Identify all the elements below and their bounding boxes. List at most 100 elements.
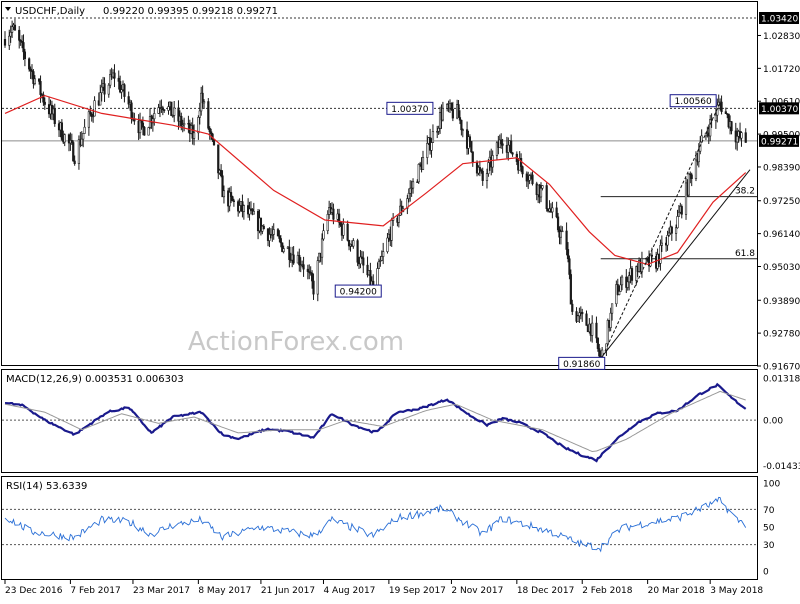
candle-body	[491, 155, 494, 168]
candle	[23, 48, 27, 67]
candle	[458, 110, 462, 125]
candle	[191, 117, 194, 145]
candle	[183, 117, 186, 132]
candle	[487, 158, 490, 177]
candle	[352, 238, 355, 249]
candle	[441, 101, 445, 122]
candle	[697, 143, 700, 168]
candle	[347, 239, 351, 251]
rsi-panel-frame	[1, 476, 758, 580]
candle-body	[569, 274, 572, 305]
candle-body	[626, 281, 629, 288]
candle-body	[390, 220, 393, 241]
candle	[417, 163, 420, 184]
candle	[192, 124, 196, 146]
symbol-title: USDCHF,Daily	[15, 6, 85, 17]
candle-body	[457, 104, 460, 118]
candle	[596, 337, 599, 352]
candle-body	[525, 173, 528, 182]
candle-body	[426, 143, 429, 158]
candle-body	[80, 138, 83, 146]
candle-body	[566, 249, 570, 260]
candle	[89, 105, 92, 117]
candle-body	[181, 124, 184, 127]
candle	[635, 265, 638, 286]
candle	[42, 91, 45, 106]
candle	[181, 119, 184, 133]
candle	[690, 172, 693, 187]
candle-body	[207, 101, 210, 129]
candle-body	[501, 143, 504, 146]
candle-body	[436, 131, 439, 133]
rsi-axis-label: 0	[763, 568, 769, 578]
price-axis-label: 0.98390	[763, 163, 800, 173]
candle	[119, 75, 122, 94]
candle	[430, 137, 433, 158]
candle-body	[697, 150, 700, 163]
candle	[282, 245, 285, 254]
candle-body	[90, 113, 93, 117]
candle-body	[541, 185, 544, 189]
candle-body	[192, 132, 196, 139]
price-box-1: 1.00370	[759, 102, 799, 115]
candle	[605, 343, 608, 356]
candle-body	[744, 132, 747, 143]
candle-body	[460, 119, 463, 131]
candle	[491, 150, 494, 173]
candle	[528, 174, 531, 185]
price-box-label: 0.99271	[761, 137, 798, 147]
candle-body	[591, 322, 594, 336]
candle	[677, 205, 681, 217]
candle	[167, 101, 170, 115]
candle-body	[338, 213, 341, 223]
candle-body	[92, 115, 95, 118]
price-axis-label: 0.95030	[763, 263, 800, 273]
candle	[201, 85, 204, 108]
candle	[83, 119, 86, 134]
candle-body	[308, 271, 311, 273]
candle-body	[210, 131, 213, 135]
candle	[436, 125, 439, 139]
candle	[609, 307, 612, 332]
candle	[202, 99, 206, 110]
candle	[410, 180, 413, 197]
candle	[72, 140, 75, 162]
candle-body	[320, 238, 324, 258]
fib-label-0: 38.2	[735, 187, 755, 197]
candle-body	[610, 303, 614, 314]
candle	[680, 204, 683, 219]
candle	[555, 201, 558, 219]
candle-body	[438, 112, 442, 129]
candle-body	[70, 140, 73, 143]
candle	[379, 255, 382, 267]
candle-body	[724, 111, 727, 114]
date-axis-label: 8 May 2017	[198, 586, 251, 596]
candle-body	[208, 127, 211, 133]
candle	[457, 100, 460, 118]
candle-body	[481, 170, 484, 181]
candle	[531, 171, 534, 186]
candle-body	[382, 251, 385, 257]
candle	[29, 66, 32, 79]
candle-body	[316, 260, 319, 295]
candle-body	[437, 128, 440, 132]
candle	[228, 187, 231, 212]
candle-body	[282, 248, 285, 252]
candle-body	[276, 229, 280, 237]
candle-body	[18, 29, 21, 41]
candle	[107, 83, 110, 98]
candle-body	[684, 182, 688, 215]
candle	[727, 113, 730, 129]
dropdown-arrow-icon[interactable]	[5, 7, 11, 11]
candle-body	[141, 122, 145, 128]
candle-body	[676, 216, 679, 229]
candle-body	[259, 217, 263, 232]
candle-body	[450, 102, 453, 110]
price-box-bg	[759, 102, 799, 115]
candle	[217, 144, 220, 180]
candle-body	[521, 166, 524, 175]
candle-body	[28, 58, 31, 70]
candle-body	[89, 111, 92, 115]
date-axis-label: 4 Aug 2017	[323, 586, 375, 596]
candle	[360, 250, 363, 259]
